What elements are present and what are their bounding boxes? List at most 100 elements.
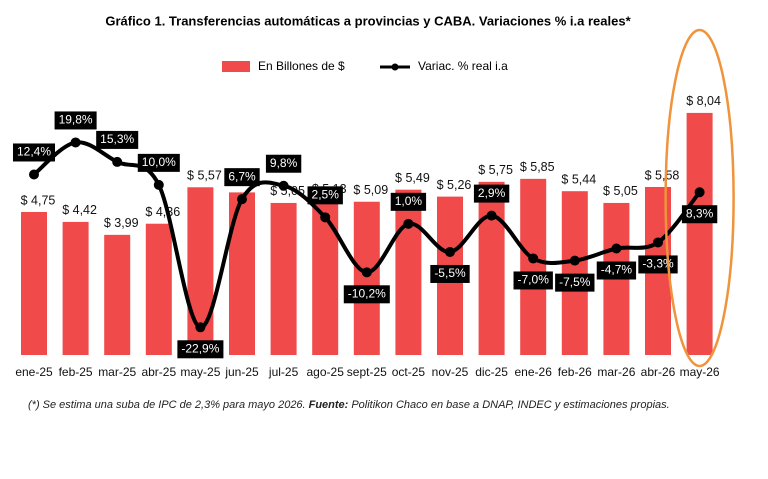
line-value-label: 12,4%: [12, 143, 56, 162]
line-value-text: 1,0%: [395, 194, 423, 208]
bar-value-label: $ 5,26: [437, 178, 472, 192]
line-value-label: 15,3%: [96, 130, 139, 149]
line-value-text: 2,9%: [478, 186, 506, 200]
bar-value-label: $ 5,57: [187, 169, 222, 183]
x-tick-label: jun-25: [224, 365, 259, 379]
x-tick-label: ene-25: [15, 365, 53, 379]
x-tick-label: dic-25: [475, 365, 508, 379]
bar-value-label: $ 5,58: [645, 168, 680, 182]
bar: [312, 200, 339, 355]
line-value-text: -10,2%: [348, 286, 386, 300]
line-value-label: -3,3%: [638, 255, 678, 274]
line-value-label: 2,5%: [307, 186, 343, 205]
bar-value-label: $ 4,36: [145, 205, 180, 219]
line-marker: [237, 194, 247, 205]
footnote: (*) Se estima una suba de IPC de 2,3% pa…: [28, 399, 670, 411]
line-marker: [653, 237, 663, 248]
line-value-label: -22,9%: [177, 340, 224, 359]
line-value-box: [265, 154, 302, 173]
bar-value-label: $ 5,09: [353, 183, 388, 197]
line-value-box: [224, 168, 260, 187]
legend-swatch-bar: [222, 61, 250, 72]
line-value-text: 15,3%: [100, 132, 134, 146]
bar: [21, 211, 47, 355]
chart-title: Gráfico 1. Transferencias automáticas a …: [105, 13, 631, 28]
x-tick-label: jul-25: [268, 365, 299, 379]
bar: [270, 202, 297, 355]
line-marker: [70, 137, 81, 148]
x-tick-label: sept-25: [347, 365, 387, 379]
bar-value-label: $ 5,49: [395, 171, 430, 185]
line-value-box: [343, 285, 390, 304]
line-value-text: 2,5%: [312, 188, 340, 202]
bar: [145, 223, 172, 355]
bar-value-label: $ 5,05: [270, 184, 305, 198]
bar: [62, 221, 89, 355]
line-value-box: [12, 143, 56, 162]
line-value-label: 19,8%: [54, 111, 97, 130]
x-tick-label: may-26: [680, 365, 720, 379]
line-marker: [528, 253, 539, 264]
line-value-box: [96, 130, 139, 149]
line-marker: [694, 187, 705, 198]
line-value-box: [390, 192, 427, 211]
line-value-label: 2,9%: [473, 184, 510, 203]
line-value-box: [596, 261, 637, 280]
bar: [478, 181, 505, 355]
note-text: (*) Se estima una suba de IPC de 2,3% pa…: [28, 399, 306, 411]
bar-value-label: $ 5,85: [520, 160, 555, 174]
line-marker: [29, 169, 39, 180]
bar: [520, 178, 547, 355]
line-marker: [403, 218, 414, 229]
line-value-text: -5,5%: [434, 266, 466, 280]
line-value-box: [177, 340, 224, 359]
line-value-label: -10,2%: [343, 285, 390, 304]
x-tick-label: abr-26: [641, 365, 676, 379]
x-tick-label: mar-26: [597, 365, 635, 379]
source-text: Politikon Chaco en base a DNAP, INDEC y …: [351, 399, 670, 411]
line-value-text: 6,7%: [228, 169, 256, 183]
x-tick-label: nov-25: [432, 365, 469, 379]
x-tick-label: feb-25: [59, 365, 93, 379]
line-value-text: -22,9%: [181, 341, 219, 355]
line-marker: [486, 210, 497, 221]
line-value-text: 9,8%: [270, 156, 298, 170]
line-marker: [153, 179, 164, 190]
legend-label: Variac. % real i.a: [418, 59, 508, 73]
line-value-label: 9,8%: [265, 154, 302, 173]
bar: [395, 189, 422, 355]
bar-value-label: $ 5,75: [478, 163, 513, 177]
highlight-ellipse: [664, 28, 735, 368]
x-tick-label: ene-26: [515, 365, 553, 379]
bar: [229, 192, 255, 355]
line-marker: [278, 180, 289, 191]
line-value-text: -7,0%: [518, 273, 550, 287]
x-tick-label: feb-26: [558, 365, 592, 379]
line-value-text: -3,3%: [642, 257, 674, 271]
line-value-label: 6,7%: [224, 168, 260, 187]
line-value-box: [307, 186, 343, 205]
line-value-box: [430, 264, 470, 283]
line-marker: [569, 255, 580, 266]
line-value-box: [513, 271, 553, 290]
line-marker: [320, 212, 331, 223]
line-value-box: [555, 273, 595, 292]
bar: [104, 234, 131, 355]
x-tick-label: ago-25: [307, 365, 345, 379]
x-tick-label: may-25: [180, 365, 220, 379]
line-value-text: 8,3%: [686, 206, 714, 220]
line-value-label: -7,5%: [555, 273, 595, 292]
legend-marker: [391, 63, 399, 71]
bar: [353, 201, 380, 355]
line-value-text: -7,5%: [559, 275, 591, 289]
line-marker: [112, 156, 123, 167]
line-value-label: -7,0%: [513, 271, 553, 290]
line-value-label: 1,0%: [390, 192, 427, 211]
line-value-box: [681, 205, 718, 224]
source-label: Fuente:: [308, 399, 349, 411]
line-value-box: [137, 153, 180, 172]
line-value-label: 10,0%: [137, 153, 180, 172]
